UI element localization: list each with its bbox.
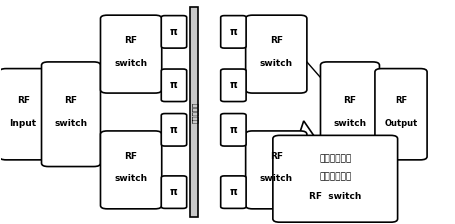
Text: RF: RF: [65, 96, 77, 105]
FancyBboxPatch shape: [221, 16, 246, 48]
FancyBboxPatch shape: [0, 69, 47, 160]
Text: Output: Output: [384, 119, 418, 128]
FancyBboxPatch shape: [246, 15, 307, 93]
Text: 水晶体阵列: 水晶体阵列: [192, 101, 198, 123]
FancyBboxPatch shape: [190, 7, 198, 217]
Text: RF  switch: RF switch: [309, 192, 361, 201]
Text: RF: RF: [270, 152, 283, 161]
FancyBboxPatch shape: [101, 131, 162, 209]
Text: 通过外部的控: 通过外部的控: [319, 154, 351, 163]
Text: π: π: [229, 27, 237, 37]
FancyBboxPatch shape: [161, 114, 187, 146]
Text: π: π: [229, 125, 237, 135]
FancyBboxPatch shape: [221, 69, 246, 101]
Text: RF: RF: [125, 152, 137, 161]
FancyBboxPatch shape: [41, 62, 101, 166]
FancyBboxPatch shape: [221, 114, 246, 146]
Text: π: π: [229, 80, 237, 90]
Text: switch: switch: [260, 58, 293, 67]
Text: π: π: [170, 80, 178, 90]
FancyBboxPatch shape: [375, 69, 427, 160]
FancyBboxPatch shape: [320, 62, 379, 166]
FancyBboxPatch shape: [161, 69, 187, 101]
FancyBboxPatch shape: [161, 176, 187, 208]
FancyBboxPatch shape: [246, 131, 307, 209]
Text: π: π: [170, 27, 178, 37]
Text: switch: switch: [115, 174, 148, 183]
FancyBboxPatch shape: [273, 135, 398, 222]
Text: π: π: [170, 187, 178, 197]
Text: 制信号来控制: 制信号来控制: [319, 172, 351, 181]
Text: RF: RF: [125, 36, 137, 45]
Text: RF: RF: [17, 96, 30, 105]
Polygon shape: [298, 121, 316, 139]
FancyBboxPatch shape: [221, 176, 246, 208]
Text: RF: RF: [395, 96, 407, 105]
Text: switch: switch: [115, 58, 148, 67]
Text: RF: RF: [344, 96, 356, 105]
Text: RF: RF: [270, 36, 283, 45]
Text: switch: switch: [55, 119, 87, 128]
FancyBboxPatch shape: [161, 16, 187, 48]
Text: π: π: [229, 187, 237, 197]
Text: switch: switch: [260, 174, 293, 183]
Text: π: π: [170, 125, 178, 135]
Text: Input: Input: [10, 119, 37, 128]
Text: switch: switch: [334, 119, 367, 128]
FancyBboxPatch shape: [101, 15, 162, 93]
